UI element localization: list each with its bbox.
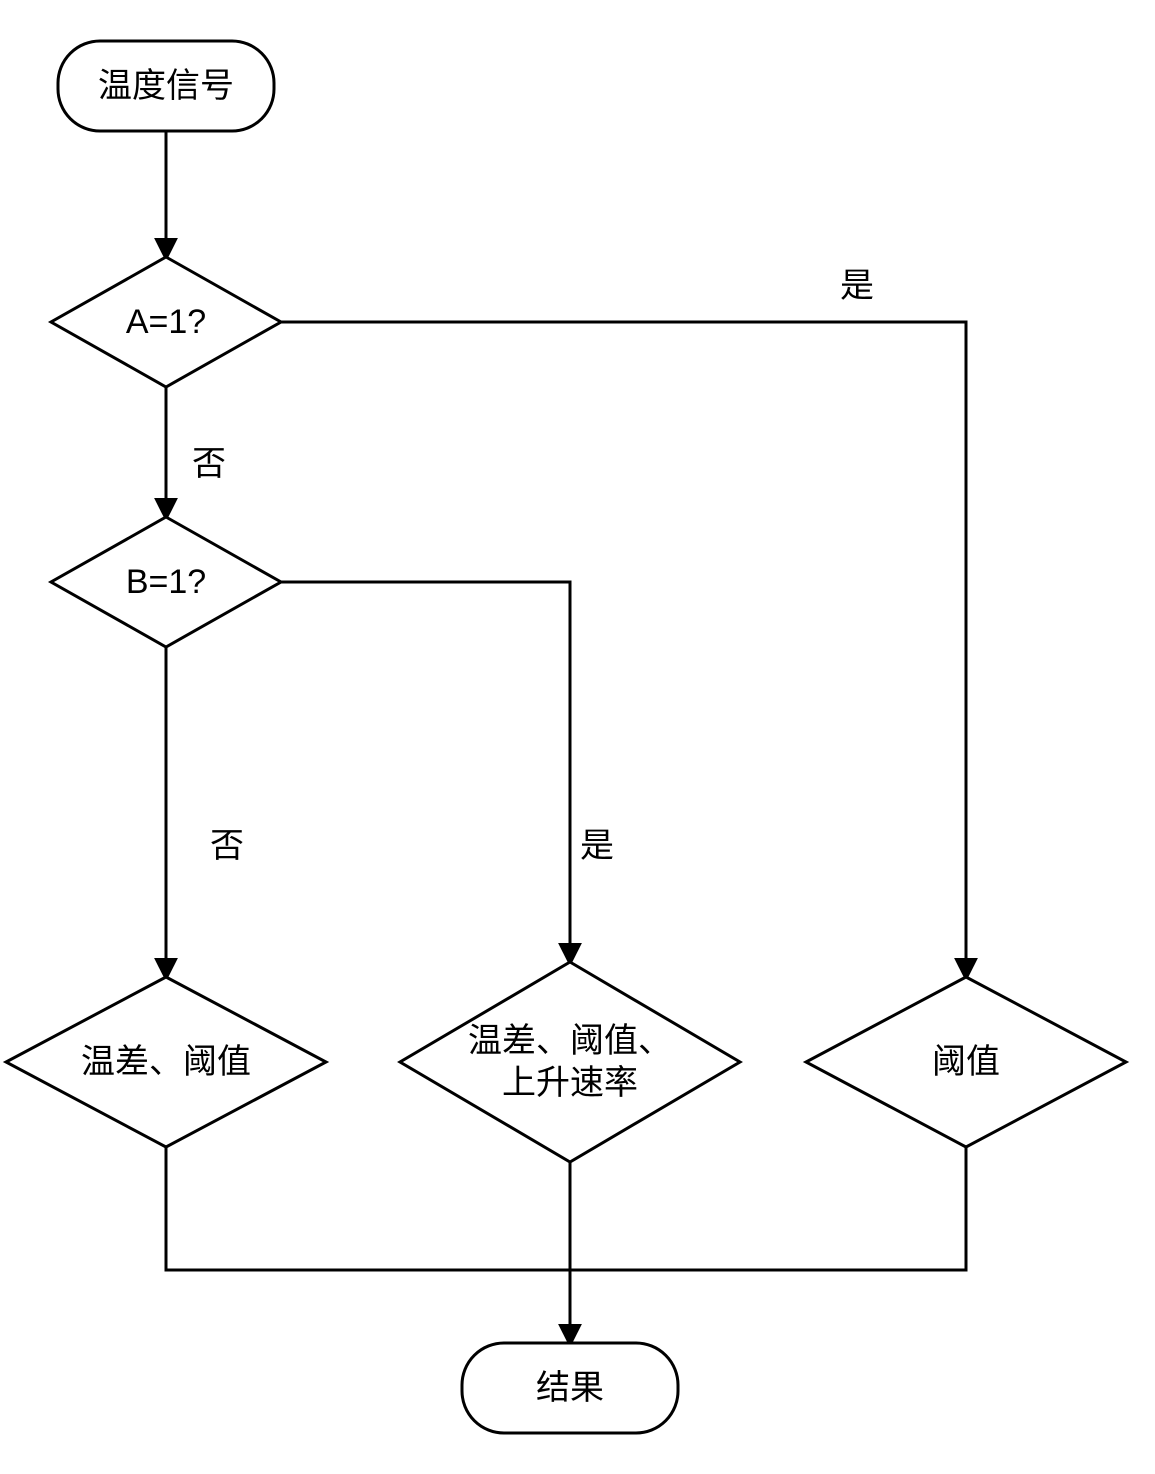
edge-decB-yes [281,582,570,962]
node-label-procRight: 阈值 [806,977,1126,1147]
edge-label-decB-no: 否 [210,818,244,867]
node-label-procMid: 温差、阈值、 上升速率 [400,962,740,1162]
node-label-decA: A=1? [51,257,281,387]
edge-label-decA-yes: 是 [840,258,874,307]
node-label-start: 温度信号 [58,41,274,131]
edge-label-decA-no: 否 [192,436,226,485]
edge-procRight-out [570,1147,966,1270]
edge-label-decB-yes: 是 [580,818,614,867]
node-label-end: 结果 [462,1343,678,1433]
edge-decA-yes [281,322,966,977]
flowchart-canvas [0,0,1155,1474]
node-label-procLeft: 温差、阈值 [6,977,326,1147]
edge-procLeft-out [166,1147,570,1270]
node-label-decB: B=1? [51,517,281,647]
